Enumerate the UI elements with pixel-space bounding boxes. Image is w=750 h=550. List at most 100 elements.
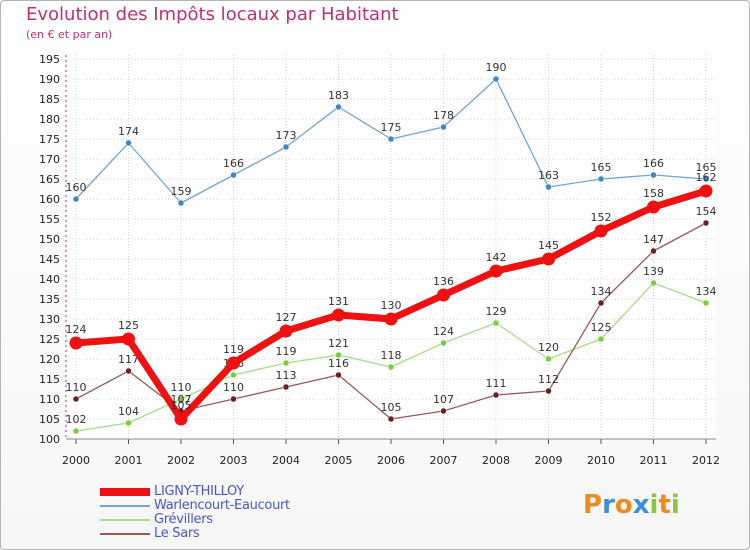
data-label: 166 [223,157,244,170]
data-label: 107 [171,393,192,406]
logo-letter: o [614,490,633,520]
data-point [545,387,552,395]
data-point [542,252,555,266]
data-label: 160 [66,181,87,194]
data-point [702,175,710,183]
y-tick-label: 120 [39,353,60,366]
data-label: 105 [171,399,192,412]
data-point [702,299,710,307]
data-label: 113 [276,369,297,382]
data-point [174,412,188,426]
y-tick-label: 125 [39,333,60,346]
data-label: 154 [696,205,717,218]
data-label: 110 [223,381,244,394]
logo-letter: i [670,490,680,520]
y-tick-label: 195 [39,53,60,66]
data-point [72,195,80,203]
data-label: 147 [643,233,664,246]
data-label: 165 [591,161,612,174]
data-point [597,299,605,307]
y-tick-label: 165 [39,173,60,186]
data-label: 119 [276,345,297,358]
y-tick-label: 130 [39,313,60,326]
data-label: 131 [328,295,349,308]
data-point [650,247,657,255]
logo-letter: P [583,490,603,520]
y-tick-label: 185 [39,93,60,106]
data-label: 110 [66,381,87,394]
x-tick-label: 2010 [587,454,615,467]
data-point [437,288,450,302]
logo-letter: x [632,490,650,520]
proxiti-logo: Proxiti [583,490,680,520]
y-tick-label: 110 [39,393,60,406]
data-point [177,395,185,403]
data-point [440,339,447,347]
data-label: 130 [381,299,402,312]
data-point [384,312,398,326]
data-label: 118 [381,349,402,362]
data-point [387,135,395,143]
data-point [594,224,608,238]
data-point [597,335,605,343]
y-tick-label: 105 [39,413,60,426]
x-tick-label: 2006 [377,454,405,467]
legend-swatch [100,488,150,496]
x-tick-label: 2004 [272,454,300,467]
data-label: 124 [433,325,454,338]
data-point [440,123,447,131]
data-point [230,171,237,179]
x-tick-label: 2001 [115,454,143,467]
data-point [597,175,605,183]
data-label: 174 [118,125,139,138]
data-point [492,391,500,399]
x-tick-label: 2005 [325,454,353,467]
data-label: 116 [328,357,349,370]
data-point [230,395,237,403]
legend-label: LIGNY-THILLOY [154,484,244,499]
data-label: 125 [591,321,612,334]
data-point [122,332,135,346]
data-point [387,415,395,423]
y-tick-label: 190 [39,73,60,86]
data-label: 190 [486,61,507,74]
y-tick-label: 155 [39,213,60,226]
data-label: 152 [591,211,612,224]
data-label: 145 [538,239,559,252]
data-label: 119 [223,343,244,356]
data-point [69,336,83,350]
chart-subtitle: (en € et par an) [26,28,113,41]
data-point [650,171,657,179]
x-tick-label: 2003 [220,454,248,467]
data-point [440,407,447,415]
data-label: 127 [276,311,297,324]
data-point [702,219,710,227]
data-label: 178 [433,109,454,122]
data-label: 165 [696,161,717,174]
y-tick-label: 160 [39,193,60,206]
data-point [125,367,132,375]
logo-letter: r [602,490,615,520]
data-point [492,319,500,327]
data-point [545,183,552,191]
data-label: 110 [171,381,192,394]
data-label: 159 [171,185,192,198]
data-label: 125 [118,319,139,332]
data-label: 162 [696,171,717,184]
data-point [125,139,132,147]
x-tick-label: 2009 [535,454,563,467]
y-tick-label: 140 [39,273,60,286]
legend-swatch [100,505,150,507]
chart-title: Evolution des Impôts locaux par Habitant [26,4,399,25]
data-label: 166 [643,157,664,170]
data-point [650,279,657,287]
data-label: 173 [276,129,297,142]
data-point [335,103,342,111]
data-label: 111 [486,377,507,390]
data-label: 134 [591,285,612,298]
data-point [489,264,503,278]
legend-swatch [100,533,150,535]
legend-swatch [100,519,150,521]
data-point [492,75,500,83]
